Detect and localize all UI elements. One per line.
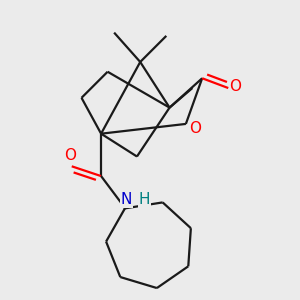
- Text: O: O: [230, 79, 242, 94]
- Text: N: N: [121, 192, 132, 207]
- Text: H: H: [138, 192, 150, 207]
- Text: O: O: [64, 148, 76, 164]
- Text: O: O: [189, 121, 201, 136]
